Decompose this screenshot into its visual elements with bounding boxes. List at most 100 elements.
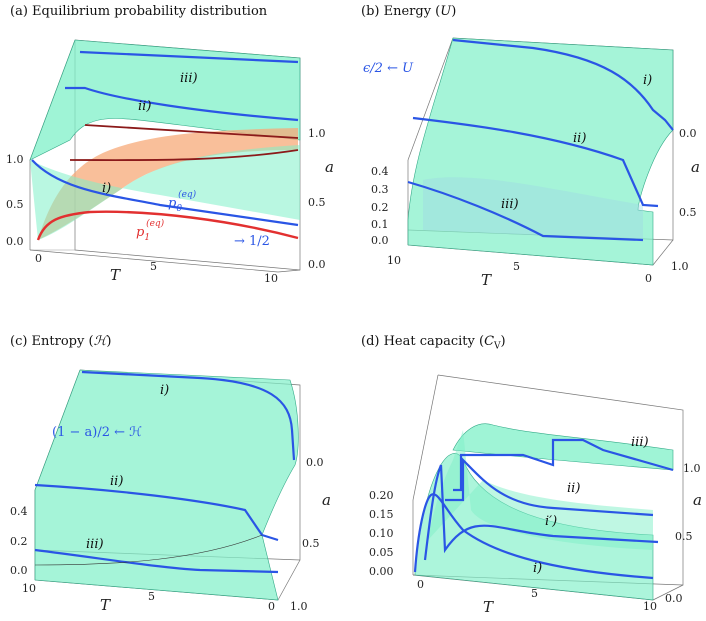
panel-a-label-iii: iii) [180, 71, 198, 86]
panel-a-y-tick: 1.0 [308, 127, 326, 140]
panel-d-x-tick: 0 [417, 578, 424, 591]
panel-c-z-tick: 0.2 [10, 535, 28, 548]
panel-a-z-tick: 0.0 [6, 235, 24, 248]
panel-d-z-tick: 0.20 [369, 489, 394, 502]
panel-a-curve-red [69, 149, 299, 162]
panel-c-y-tick: 0.5 [302, 537, 320, 550]
panel-a: (a) Equilibrium probability distribution… [0, 0, 353, 310]
panel-d-plot: 0.20 0.15 0.10 0.05 0.00 0 5 10 1.0 0.5 … [369, 374, 702, 616]
panel-d-y-tick: 1.0 [683, 462, 701, 475]
panel-c-surface [34, 369, 299, 601]
panel-b-x-tick: 0 [645, 272, 652, 285]
panel-c-z-tick: 0.0 [10, 564, 28, 577]
panel-d-x-tick: 5 [531, 587, 538, 600]
panel-b-z-tick: 0.1 [371, 218, 389, 231]
panel-a-surface-p1 [38, 128, 298, 240]
panel-c-curve-i [81, 370, 296, 461]
panel-c-plot: 0.4 0.2 0.0 10 5 0 0.0 0.5 1.0 T a i) ii… [10, 369, 331, 614]
panel-b-z-tick: 0.2 [371, 201, 389, 214]
panel-a-x-tick: 10 [264, 272, 278, 285]
panel-d-label-i: i) [533, 561, 542, 576]
panel-b-y-label: a [691, 158, 700, 176]
panel-a-p0-label: p0(eq) [168, 189, 197, 214]
panel-d-curve-i [413, 493, 654, 580]
panel-b-y-tick: 1.0 [671, 260, 689, 273]
panel-c: (c) Entropy (ℋ) 0.4 0.2 0.0 10 5 0 0.0 0… [0, 310, 353, 621]
panel-a-curve-p1 [36, 210, 299, 241]
panel-a-surface-lower [30, 145, 300, 240]
panel-d-box-edge [412, 374, 439, 501]
panel-c-x-tick: 5 [148, 590, 155, 603]
panel-d-x-label: T [483, 598, 494, 616]
panel-c-box-edge [277, 559, 301, 601]
panel-c-z-tick: 0.4 [10, 505, 28, 518]
panel-b-label-iii: iii) [501, 197, 519, 212]
panel-a-y-tick: 0.0 [308, 258, 326, 271]
panel-a-y-tick: 0.5 [308, 196, 326, 209]
panel-d-curve-ii [445, 457, 654, 517]
panel-a-p1-label: p1(eq) [136, 218, 165, 243]
panel-c-x-tick: 10 [22, 582, 36, 595]
panel-d-y-label: a [693, 491, 702, 509]
panel-d-z-tick: 0.05 [369, 546, 394, 559]
panel-a-y-label: a [325, 158, 334, 176]
panel-b-y-tick: 0.0 [679, 127, 697, 140]
panel-c-curve-ii [34, 483, 279, 542]
panel-c-y-tick: 1.0 [290, 600, 308, 613]
panel-d-box-edge [652, 584, 684, 601]
panel-b-x-label: T [481, 271, 492, 289]
panel-b-z-tick: 0.3 [371, 183, 389, 196]
panel-c-y-label: a [322, 491, 331, 509]
panel-a-z-tick: 0.5 [6, 198, 24, 211]
panel-c-label-ii: ii) [110, 474, 123, 489]
panel-c-label-i: i) [160, 383, 169, 398]
panel-d-surface-back [452, 423, 674, 471]
panel-a-x-tick: 0 [35, 252, 42, 265]
panel-b-label-i: i) [643, 73, 652, 88]
panel-a-label-ii: ii) [138, 99, 151, 114]
panel-b-curve-i [452, 38, 674, 131]
panel-d-title: (d) Heat capacity (CV) [361, 334, 506, 352]
panel-c-title: (c) Entropy (ℋ) [10, 334, 112, 349]
panel-d-z-tick: 0.10 [369, 527, 394, 540]
panel-b-curve-iii [407, 180, 644, 242]
panel-a-curve-iii [79, 50, 299, 64]
panel-b-limit-label: ϵ/2 ← U [363, 61, 414, 76]
panel-b-z-tick: 0.4 [371, 165, 389, 178]
panel-b-label-ii: ii) [573, 131, 586, 146]
panel-d-label-i-prime: i′) [545, 514, 557, 529]
panel-c-x-label: T [100, 596, 111, 614]
panel-c-label-iii: iii) [86, 537, 104, 552]
panel-d-x-tick: 10 [643, 600, 657, 613]
panel-b-plot: 0.4 0.3 0.2 0.1 0.0 10 5 0 0.0 0.5 1.0 T… [363, 37, 700, 289]
panel-d-y-tick: 0.0 [665, 592, 683, 605]
panel-a-label-i: i) [102, 181, 111, 196]
panel-a-box-edge [29, 249, 279, 273]
panel-d-curve-i-prime [423, 464, 659, 561]
panel-a-z-tick: 1.0 [6, 153, 24, 166]
panel-b-surface-shade [423, 177, 643, 240]
panel-b-title: (b) Energy (U) [361, 4, 457, 19]
panel-c-x-tick: 0 [268, 600, 275, 613]
panel-d-label-ii: ii) [567, 481, 580, 496]
panel-b-x-tick: 5 [513, 260, 520, 273]
panel-d-y-tick: 0.5 [675, 530, 693, 543]
panel-c-y-tick: 0.0 [306, 456, 324, 469]
panel-c-curve-iii [34, 548, 279, 574]
panel-a-curve-ii [65, 86, 299, 122]
panel-a-plot: 1.0 0.5 0.0 0 5 10 1.0 0.5 0.0 T a iii) … [6, 39, 334, 285]
panel-c-edge-curve [34, 534, 263, 566]
panel-c-limit-label: (1 − a)/2 ← ℋ [52, 425, 142, 440]
panel-d-surface-mid [428, 430, 653, 550]
panel-b-surface [407, 37, 674, 266]
panel-a-x-label: T [110, 266, 121, 284]
panel-a-limit-label: → 1/2 [234, 234, 270, 249]
panel-a-surface-p0 [29, 39, 301, 161]
panel-a-title: (a) Equilibrium probability distribution [10, 4, 268, 19]
panel-a-x-tick: 5 [150, 260, 157, 273]
panel-b-curve-ii [412, 116, 659, 208]
panel-b: (b) Energy (U) 0.4 0.3 0.2 0.1 0.0 10 5 … [353, 0, 706, 310]
panel-d-z-tick: 0.15 [369, 508, 394, 521]
panel-a-box-edge [277, 269, 301, 273]
panel-a-curve-i [31, 159, 299, 227]
